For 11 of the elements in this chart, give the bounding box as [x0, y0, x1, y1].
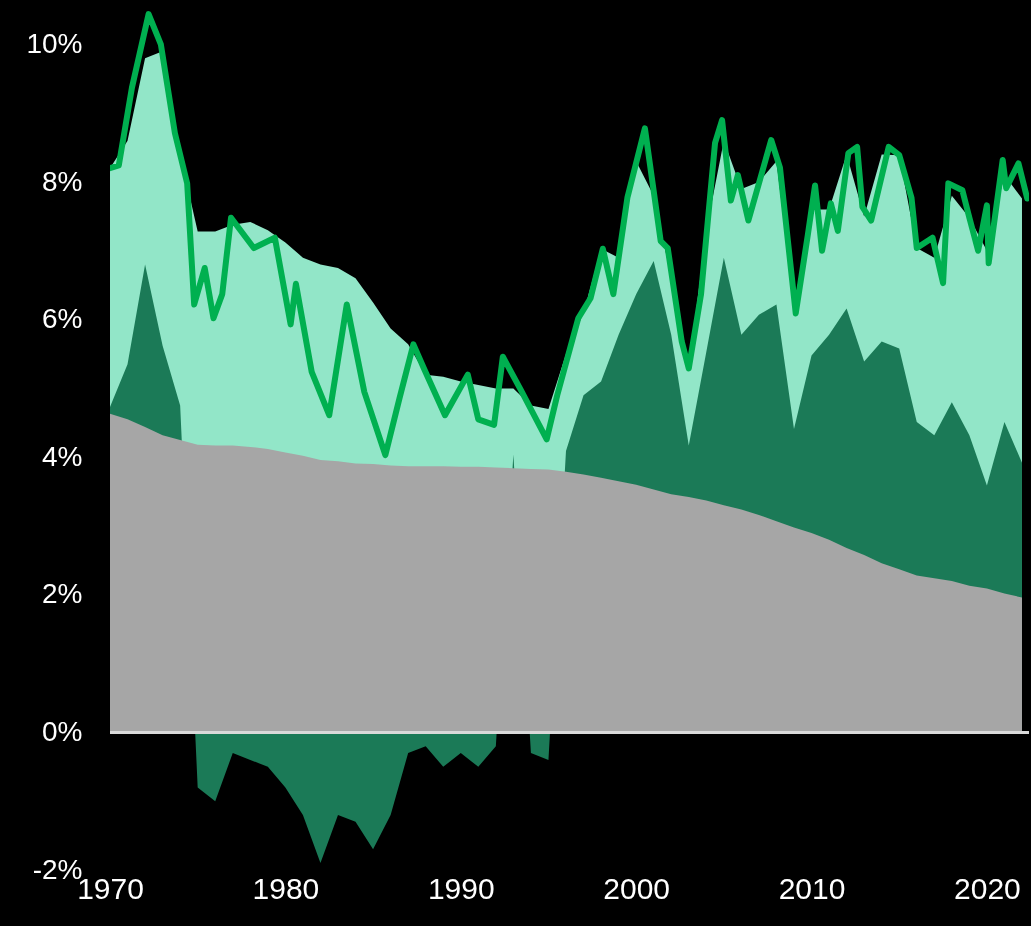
- y-tick-label: 4%: [42, 440, 83, 472]
- y-tick-label: 10%: [26, 27, 83, 59]
- x-tick-label: 1990: [427, 871, 495, 905]
- x-tick-label: 2010: [778, 871, 846, 905]
- x-tick-label: 2000: [603, 871, 671, 905]
- y-tick-label: 0%: [42, 715, 83, 747]
- x-tick-label: 2020: [954, 871, 1021, 905]
- y-tick-label: 8%: [42, 165, 83, 197]
- y-tick-label: 6%: [42, 303, 83, 335]
- x-tick-label: 1980: [252, 871, 320, 905]
- y-tick-label: 2%: [42, 578, 83, 610]
